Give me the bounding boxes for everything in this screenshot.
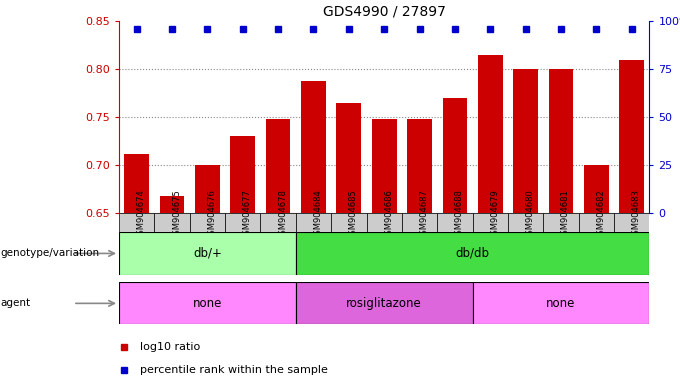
Bar bbox=[190, 213, 225, 232]
Bar bbox=[331, 213, 367, 232]
Bar bbox=[513, 69, 538, 213]
Text: GSM904677: GSM904677 bbox=[243, 190, 252, 240]
Text: GSM904674: GSM904674 bbox=[137, 190, 146, 240]
Text: GSM904684: GSM904684 bbox=[313, 190, 322, 240]
Text: GSM904687: GSM904687 bbox=[420, 190, 428, 240]
Text: db/+: db/+ bbox=[193, 247, 222, 260]
Bar bbox=[124, 154, 149, 213]
Bar bbox=[296, 232, 649, 275]
Bar bbox=[443, 98, 467, 213]
Bar bbox=[119, 213, 154, 232]
Bar bbox=[543, 213, 579, 232]
Text: GSM904679: GSM904679 bbox=[490, 190, 499, 240]
Text: GSM904688: GSM904688 bbox=[455, 190, 464, 240]
Bar bbox=[407, 119, 432, 213]
Bar bbox=[260, 213, 296, 232]
Bar bbox=[478, 55, 503, 213]
Text: none: none bbox=[546, 297, 576, 310]
Bar bbox=[579, 213, 614, 232]
Bar bbox=[584, 165, 609, 213]
Bar bbox=[549, 69, 573, 213]
Title: GDS4990 / 27897: GDS4990 / 27897 bbox=[323, 5, 445, 18]
Bar bbox=[337, 103, 361, 213]
Bar bbox=[195, 165, 220, 213]
Text: GSM904683: GSM904683 bbox=[632, 190, 641, 240]
Text: GSM904675: GSM904675 bbox=[172, 190, 181, 240]
Bar bbox=[508, 213, 543, 232]
Bar bbox=[473, 213, 508, 232]
Bar bbox=[296, 213, 331, 232]
Text: GSM904676: GSM904676 bbox=[207, 190, 216, 240]
Bar bbox=[119, 282, 296, 324]
Bar bbox=[225, 213, 260, 232]
Bar bbox=[119, 232, 296, 275]
Bar bbox=[619, 60, 644, 213]
Bar bbox=[160, 196, 184, 213]
Text: GSM904685: GSM904685 bbox=[349, 190, 358, 240]
Bar bbox=[372, 119, 396, 213]
Text: GSM904678: GSM904678 bbox=[278, 190, 287, 240]
Text: GSM904686: GSM904686 bbox=[384, 190, 393, 240]
Text: GSM904682: GSM904682 bbox=[596, 190, 605, 240]
Text: GSM904681: GSM904681 bbox=[561, 190, 570, 240]
Text: percentile rank within the sample: percentile rank within the sample bbox=[140, 365, 328, 375]
Text: rosiglitazone: rosiglitazone bbox=[346, 297, 422, 310]
Bar bbox=[296, 282, 473, 324]
Text: log10 ratio: log10 ratio bbox=[140, 342, 201, 352]
Bar bbox=[437, 213, 473, 232]
Bar bbox=[266, 119, 290, 213]
Bar bbox=[614, 213, 649, 232]
Bar bbox=[301, 81, 326, 213]
Text: agent: agent bbox=[1, 298, 31, 308]
Bar bbox=[367, 213, 402, 232]
Text: db/db: db/db bbox=[456, 247, 490, 260]
Text: GSM904680: GSM904680 bbox=[526, 190, 534, 240]
Text: genotype/variation: genotype/variation bbox=[1, 248, 100, 258]
Text: none: none bbox=[192, 297, 222, 310]
Bar bbox=[231, 136, 255, 213]
Bar bbox=[402, 213, 437, 232]
Bar bbox=[154, 213, 190, 232]
Bar bbox=[473, 282, 649, 324]
